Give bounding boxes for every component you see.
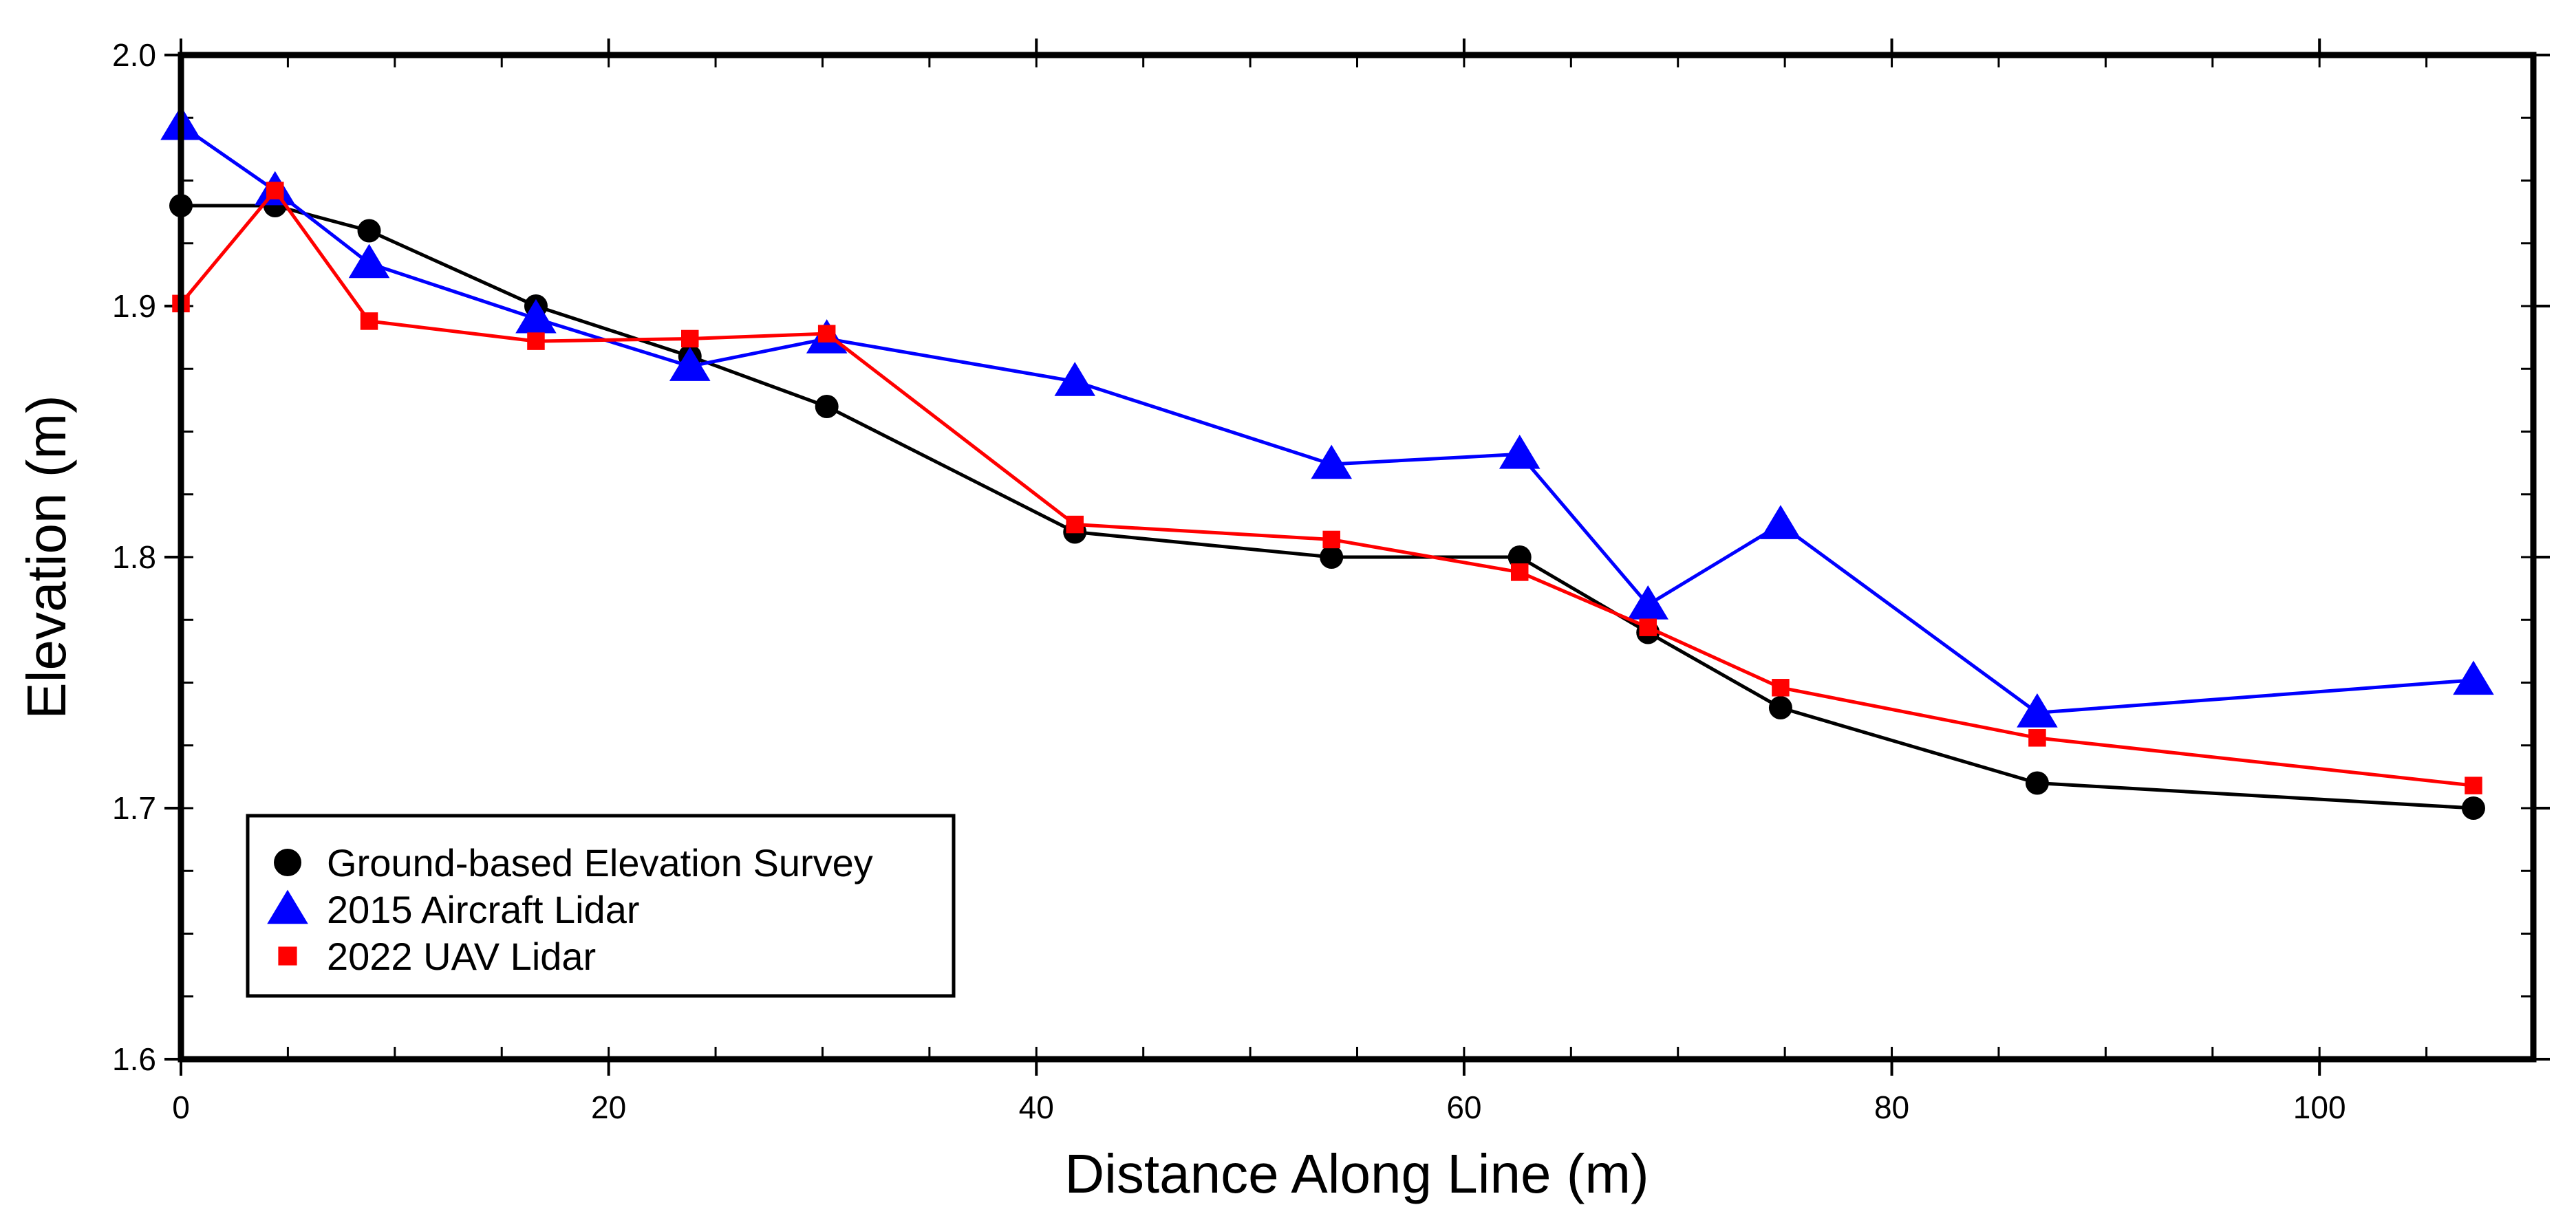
legend-square-marker <box>278 946 297 966</box>
y-axis-label: Elevation (m) <box>16 395 77 719</box>
legend-entry-label: Ground-based Elevation Survey <box>327 841 873 884</box>
x-axis-label: Distance Along Line (m) <box>1064 1143 1649 1204</box>
y-tick-label: 1.6 <box>112 1041 156 1077</box>
triangle-data-point <box>2453 660 2494 695</box>
circle-data-point <box>2025 771 2049 795</box>
legend-entry-label: 2022 UAV Lidar <box>327 935 596 978</box>
legend-triangle-marker <box>267 889 308 924</box>
circle-data-point <box>1768 696 1792 719</box>
series-circle <box>169 194 2485 820</box>
series-line <box>180 124 2474 715</box>
series-square <box>172 182 2482 794</box>
square-data-point <box>2465 777 2482 794</box>
triangle-data-point <box>1627 585 1668 620</box>
x-tick-label: 80 <box>1874 1089 1909 1125</box>
y-tick-label: 1.9 <box>112 288 156 324</box>
circle-data-point <box>1320 545 1344 569</box>
square-data-point <box>2028 729 2046 747</box>
legend-box <box>246 814 956 998</box>
triangle-data-point <box>2017 693 2058 728</box>
square-data-point <box>1639 618 1657 636</box>
circle-data-point <box>815 395 839 418</box>
series-triangle <box>160 105 2494 728</box>
x-tick-label: 100 <box>2293 1089 2346 1125</box>
square-data-point <box>680 329 699 348</box>
square-data-point <box>817 325 836 343</box>
square-data-point <box>1510 563 1529 581</box>
y-tick-label: 2.0 <box>112 37 156 73</box>
series-line <box>181 204 2474 810</box>
square-data-point <box>1066 515 1084 534</box>
circle-data-point <box>2461 796 2485 820</box>
square-data-point <box>527 332 545 350</box>
legend-entry-label: 2015 Aircraft Lidar <box>327 888 639 931</box>
legend-circle-marker <box>274 849 301 876</box>
plot-frame <box>178 52 2537 1063</box>
series-layer <box>160 105 2494 820</box>
square-data-point <box>360 312 378 330</box>
triangle-data-point <box>1054 362 1095 396</box>
y-tick-label: 1.8 <box>112 539 156 575</box>
triangle-data-point <box>669 347 711 381</box>
triangle-data-point <box>515 298 557 334</box>
y-tick-labels: 1.6 1.7 1.8 1.9 2.0 <box>112 37 156 1077</box>
triangle-data-point <box>1760 505 1801 539</box>
x-tick-label: 40 <box>1019 1089 1054 1125</box>
x-tick-labels: 0 20 40 60 80 100 <box>172 1089 2346 1125</box>
triangle-data-point <box>1499 435 1541 469</box>
square-data-point <box>1322 530 1340 549</box>
square-data-point <box>266 182 284 199</box>
circle-data-point <box>1507 545 1532 569</box>
square-data-point <box>1772 679 1790 697</box>
triangle-data-point <box>1311 444 1352 479</box>
x-tick-label: 20 <box>591 1089 626 1125</box>
y-tick-label: 1.7 <box>112 790 156 826</box>
triangle-data-point <box>348 243 390 279</box>
series-line <box>180 188 2474 788</box>
circle-data-point <box>357 219 381 243</box>
x-tick-label: 60 <box>1446 1089 1481 1125</box>
x-tick-label: 0 <box>172 1089 190 1125</box>
